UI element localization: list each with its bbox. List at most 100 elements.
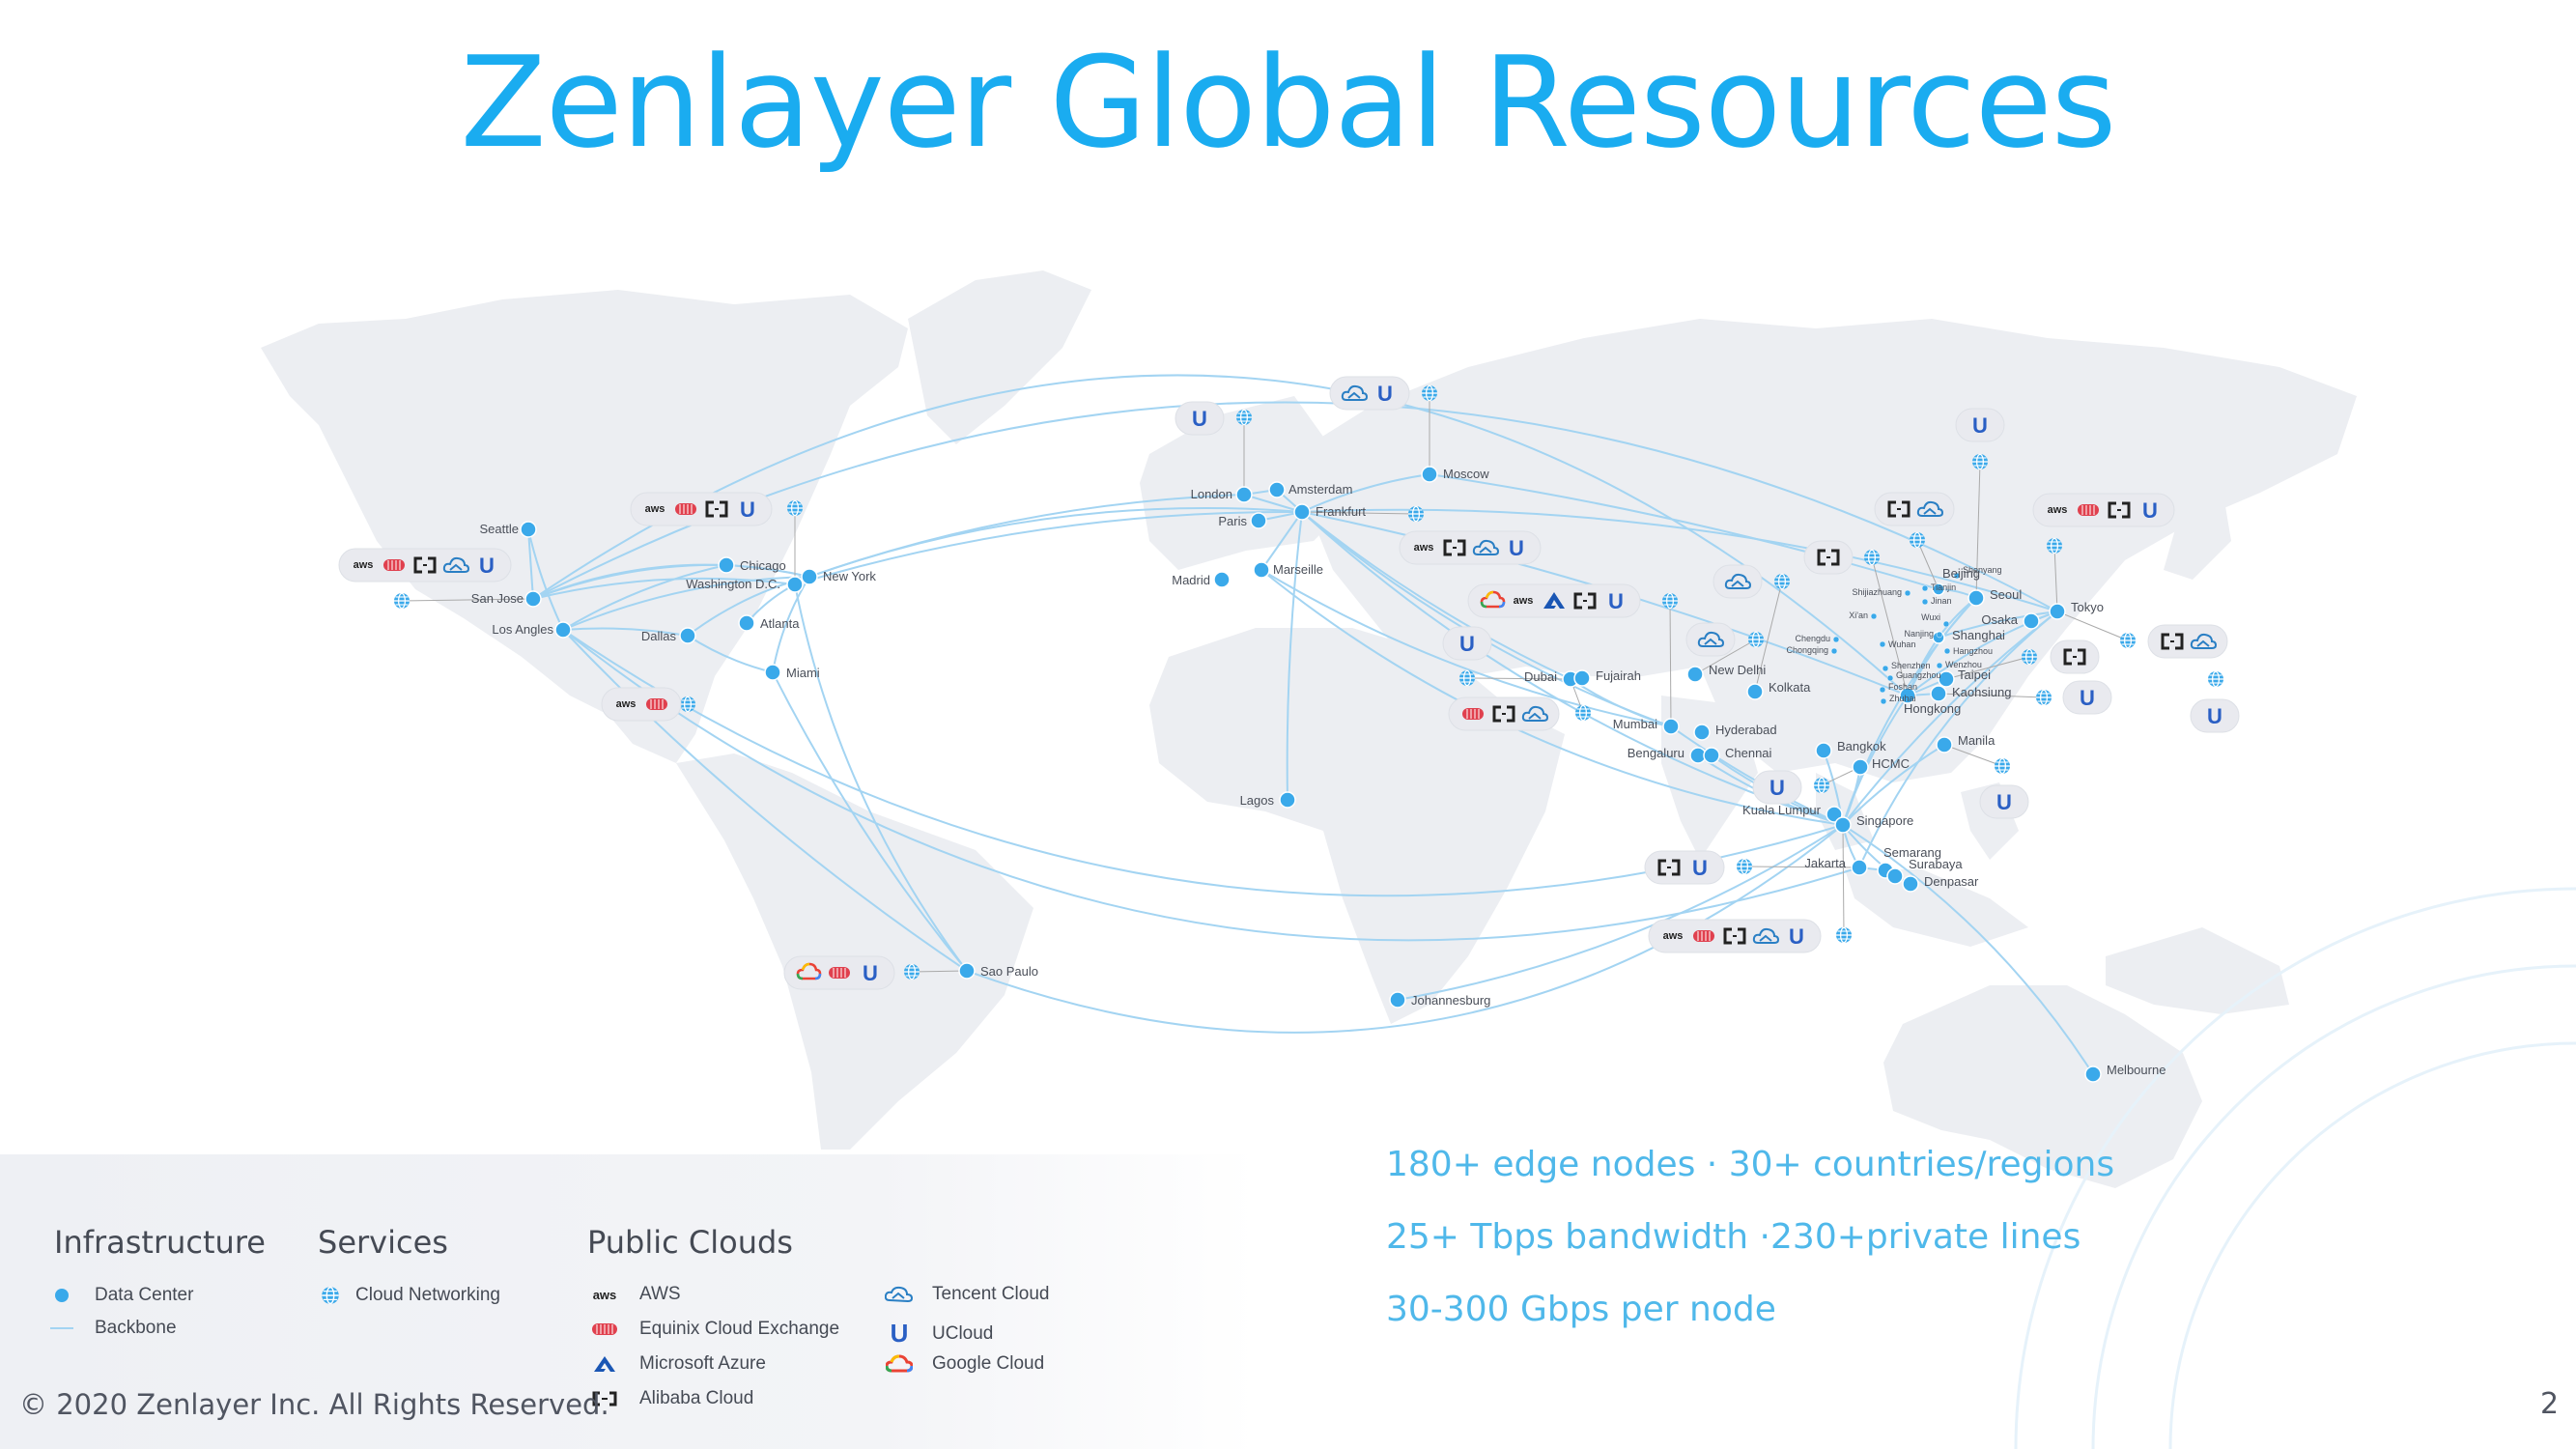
- cloud-badge: aws U: [1648, 919, 1822, 953]
- cloud-networking-icon: [1747, 631, 1765, 648]
- ucloud-icon: U: [1769, 776, 1785, 800]
- backbone-line-moscow-beijing: [1429, 473, 1939, 590]
- node-hyderabad: [1693, 724, 1711, 741]
- backbone-line-los-angles-new-york: [562, 576, 810, 631]
- label-chicago: Chicago: [740, 558, 786, 573]
- callout-line: [1871, 556, 1909, 696]
- label-beijing: Beijing: [1942, 566, 1980, 581]
- cloud-networking-icon: [1407, 505, 1425, 523]
- cloud-badge: [1448, 696, 1560, 731]
- legend-aws: aws AWS: [585, 1284, 681, 1305]
- callout-line: [1945, 656, 2030, 680]
- alibaba-icon: [585, 1390, 624, 1407]
- node-tianjin: [1921, 584, 1929, 592]
- cloud-badge: U: [1752, 770, 1802, 805]
- callout-line: [1466, 677, 1571, 680]
- label-los-angles: Los Angles: [492, 622, 553, 637]
- node-wenzhou: [1936, 662, 1943, 669]
- node-jakarta: [1851, 859, 1868, 876]
- legend-azure: Microsoft Azure: [585, 1353, 766, 1375]
- aws-icon: aws: [645, 503, 665, 515]
- node-nanjing: [1936, 631, 1943, 639]
- cloud-networking-icon: [1421, 384, 1438, 402]
- label-kuala-lumpur: Kuala Lumpur: [1742, 803, 1822, 817]
- page-title: Zenlayer Global Resources: [460, 29, 2117, 176]
- backbone-line-singapore-tokyo: [1842, 611, 2058, 826]
- cloud-badge: U: [783, 955, 895, 990]
- ucloud-icon: U: [479, 554, 495, 578]
- node-shijiazhuang: [1904, 589, 1911, 597]
- legend-equinix: Equinix Cloud Exchange: [585, 1319, 839, 1340]
- node-guangzhou: [1886, 674, 1894, 682]
- alibaba-icon: [2161, 633, 2184, 650]
- alibaba-icon: [1887, 500, 1911, 518]
- alibaba-icon: [705, 500, 728, 518]
- equinix-icon: [585, 1321, 624, 1337]
- equinix-icon: [675, 503, 696, 515]
- ucloud-icon: U: [2207, 704, 2222, 728]
- label-hyderabad: Hyderabad: [1715, 723, 1777, 737]
- label-osaka: Osaka: [1981, 612, 2018, 627]
- label-mumbai: Mumbai: [1613, 717, 1657, 731]
- node-zhuhai: [1880, 697, 1887, 705]
- node-dallas: [679, 627, 696, 644]
- label-new-york: New York: [823, 569, 876, 583]
- label-shenyang: Shenyang: [1963, 565, 2002, 575]
- aws-icon: aws: [592, 1287, 617, 1302]
- callout-line: [401, 598, 534, 602]
- ucloud-icon: U: [863, 961, 878, 985]
- callout-line: [1842, 824, 1845, 936]
- callout-line: [1754, 581, 1783, 693]
- ucloud-icon: U: [740, 497, 755, 522]
- label-shenzhen: Shenzhen: [1891, 661, 1931, 670]
- label-atlanta: Atlanta: [760, 616, 800, 631]
- label-jinan: Jinan: [1931, 596, 1952, 606]
- cloud-badge: aws U: [1467, 583, 1641, 618]
- ucloud-icon: U: [1972, 413, 1988, 438]
- label-sao-paulo: Sao Paulo: [980, 964, 1038, 979]
- node-melbourne: [2084, 1065, 2102, 1083]
- ucloud-icon: U: [1377, 382, 1393, 406]
- cloud-badge: aws U: [630, 492, 773, 526]
- stat-edge-nodes: 180+ edge nodes · 30+ countries/regions: [1386, 1145, 2115, 1184]
- label-paris: Paris: [1218, 514, 1247, 528]
- ucloud-icon: U: [1608, 589, 1624, 613]
- node-paris: [1250, 512, 1267, 529]
- cloud-networking-icon: [2119, 632, 2137, 649]
- backbone-line-frankfurt-dubai: [1301, 511, 1571, 680]
- cloud-networking-icon: [393, 592, 410, 610]
- label-fujairah: Fujairah: [1596, 668, 1641, 683]
- data-center-icon: [42, 1288, 81, 1303]
- cloud-badge: [2147, 624, 2228, 659]
- backbone-line-los-angles-chicago: [562, 564, 727, 631]
- label-guangzhou: Guangzhou: [1896, 670, 1941, 680]
- callout-line: [1916, 539, 1939, 590]
- data-center-markers: [520, 466, 2102, 1083]
- node-kaohsiung: [1930, 685, 1947, 702]
- backbone-line-washington-d-c-frankfurt: [794, 510, 1303, 585]
- cloud-networking-icon: [2046, 537, 2063, 554]
- cloud-badge: U: [2062, 680, 2112, 715]
- label-surabaya: Surabaya: [1909, 857, 1963, 871]
- label-dubai: Dubai: [1524, 669, 1557, 684]
- callout-line: [1938, 693, 2045, 698]
- cloud-badge: U: [1644, 850, 1725, 885]
- backbone-line-singapore-melbourne: [1842, 824, 2094, 1075]
- cloud-networking-icon: [1994, 757, 2011, 775]
- label-semarang: Semarang: [1883, 845, 1941, 860]
- tencent-icon: [1472, 539, 1500, 555]
- cloud-networking-icon: [1971, 453, 1989, 470]
- label-wuxi: Wuxi: [1921, 612, 1940, 622]
- node-manila: [1936, 736, 1953, 753]
- label-taipei: Taipei: [1958, 668, 1991, 682]
- alibaba-icon: [1492, 705, 1515, 723]
- tencent-icon: [1521, 705, 1549, 722]
- backbone-line-singapore-seoul: [1842, 597, 1977, 826]
- label-wenzhou: Wenzhou: [1945, 660, 1982, 669]
- callout-line: [1669, 600, 1672, 727]
- node-bangkok: [1815, 742, 1832, 759]
- cloud-networking-icon: [2035, 689, 2052, 706]
- node-hongkong: [1899, 687, 1916, 704]
- node-chongqing: [1830, 647, 1838, 655]
